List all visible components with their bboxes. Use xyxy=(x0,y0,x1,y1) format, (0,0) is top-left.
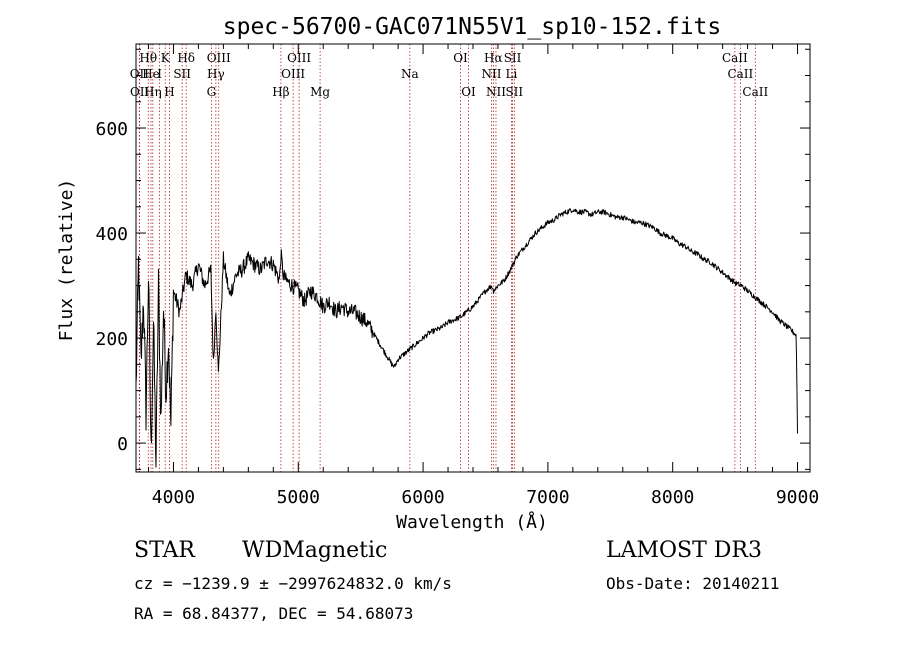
spectral-line-label: H xyxy=(164,85,174,99)
spectral-line-label: OII xyxy=(130,67,150,81)
spectral-line-label: Hη xyxy=(144,85,162,99)
spectral-line-label: Hγ xyxy=(207,67,225,81)
y-tick-label: 0 xyxy=(117,434,128,455)
x-tick-label: 9000 xyxy=(776,487,819,508)
spectral-line-label: I xyxy=(157,67,162,81)
x-tick-label: 7000 xyxy=(526,487,569,508)
spectral-line-label: Na xyxy=(401,67,419,81)
x-axis-ticks: 4000 5000 6000 7000 8000 9000 xyxy=(147,44,819,508)
x-axis-label: Wavelength (Å) xyxy=(396,511,548,533)
y-axis-label: Flux (relative) xyxy=(56,179,77,342)
spectral-line-label: SII xyxy=(505,85,523,99)
spectral-line-label: CaII xyxy=(742,85,768,99)
y-tick-label: 200 xyxy=(95,329,128,350)
spectral-line-label: SII xyxy=(173,67,191,81)
spectral-line-label: Hθ xyxy=(139,51,157,65)
spectral-line-label: OI xyxy=(461,85,476,99)
spectral-line-label: OIII xyxy=(287,51,311,65)
spectral-line-label: CaII xyxy=(722,51,748,65)
spectrum-series xyxy=(135,208,798,468)
object-subclass: WDMagnetic xyxy=(242,538,388,563)
spectral-line-label: Mg xyxy=(310,85,330,99)
spectral-line-label: OII xyxy=(130,85,150,99)
spectrum-line xyxy=(135,208,798,468)
x-tick-label: 5000 xyxy=(277,487,320,508)
spectral-line-label: Li xyxy=(506,67,518,81)
spectral-line-label: NII xyxy=(481,67,501,81)
survey-name: LAMOST DR3 xyxy=(606,538,762,563)
spectral-line-label: OIII xyxy=(281,67,305,81)
spectral-line-label: NII xyxy=(486,85,506,99)
spectral-line-markers xyxy=(138,44,756,472)
y-axis-ticks: 0 200 400 600 xyxy=(95,48,810,470)
coordinates-text: RA = 68.84377, DEC = 54.68073 xyxy=(134,604,414,623)
spectral-line-label: OIII xyxy=(207,51,231,65)
spectral-line-label: SII xyxy=(504,51,522,65)
obs-date: Obs-Date: 20140211 xyxy=(606,574,780,593)
y-tick-label: 600 xyxy=(95,119,128,140)
spectral-line-label: OI xyxy=(453,51,468,65)
x-tick-label: 8000 xyxy=(651,487,694,508)
spectral-line-label: Hα xyxy=(484,51,503,65)
spectral-line-label: G xyxy=(207,85,217,99)
x-tick-label: 6000 xyxy=(401,487,444,508)
object-class: STAR xyxy=(134,538,195,563)
spectral-line-label: Hβ xyxy=(272,85,289,99)
chart-title: spec-56700-GAC071N55V1_sp10-152.fits xyxy=(223,14,722,40)
y-tick-label: 400 xyxy=(95,224,128,245)
spectral-line-label: CaII xyxy=(727,67,753,81)
spectral-line-label: He xyxy=(142,67,160,81)
redshift-text: cz = −1239.9 ± −2997624832.0 km/s xyxy=(134,574,452,593)
plot-frame xyxy=(135,43,811,473)
x-tick-label: 4000 xyxy=(152,487,195,508)
spectral-line-label: Hδ xyxy=(177,51,195,65)
spectral-line-label: K xyxy=(161,51,171,65)
